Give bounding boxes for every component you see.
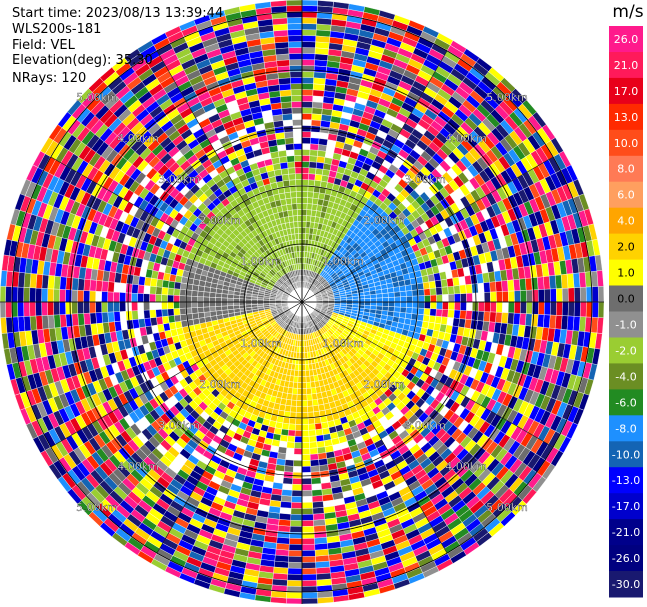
colorbar-swatch	[609, 337, 643, 364]
colorbar-swatch	[609, 207, 643, 235]
colorbar-tick-label: -1.0	[615, 319, 636, 332]
range-ring-label: 1.00km	[240, 255, 282, 268]
colorbar-tick-label: 17.0	[614, 85, 639, 98]
colorbar-swatch	[609, 52, 643, 79]
colorbar-swatch	[609, 519, 643, 546]
colorbar-tick-label: -13.0	[612, 474, 640, 487]
colorbar-tick-label: 2.0	[617, 241, 635, 254]
colorbar-swatch	[609, 77, 643, 105]
range-ring-label: 4.00km	[117, 132, 159, 145]
azimuth-spoke	[50, 156, 303, 303]
colorbar-tick-label: 26.0	[614, 33, 639, 46]
colorbar-swatch	[609, 181, 643, 209]
colorbar-swatch	[609, 285, 643, 312]
range-ring-label: 1.00km	[240, 337, 282, 350]
range-ring-labels: 1.00km 1.00km 1.00km 1.00km 2.00km 2.00km 2.00…	[76, 91, 528, 514]
range-ring-label: 5.00km	[486, 91, 528, 104]
colorbar-tick-label: 21.0	[614, 59, 639, 72]
colorbar-tick-label: -2.0	[615, 344, 636, 357]
azimuth-spoke	[301, 301, 554, 448]
azimuth-spoke	[301, 301, 448, 554]
colorbar-swatch	[609, 545, 643, 572]
field-text: Field: VEL	[12, 38, 75, 53]
range-ring-label: 3.00km	[404, 419, 446, 432]
azimuth-spoke	[301, 156, 554, 303]
range-ring-label: 4.00km	[445, 132, 487, 145]
colorbar-swatch	[609, 129, 643, 157]
range-ring-label: 1.00km	[322, 337, 364, 350]
colorbar-swatch	[609, 467, 643, 494]
instrument-text: WLS200s-181	[12, 22, 102, 37]
elevation-text: Elevation(deg): 35.30	[12, 53, 153, 68]
colorbar-tick-label: 8.0	[617, 163, 635, 176]
colorbar-tick-label: -26.0	[612, 552, 640, 565]
colorbar-swatch	[609, 571, 643, 598]
colorbar-tick-label: 1.0	[617, 267, 635, 280]
colorbar-swatch	[609, 26, 643, 53]
colorbar-unit-label: m/s	[612, 2, 643, 22]
colorbar-swatch	[609, 155, 643, 183]
azimuth-spoke	[301, 50, 448, 303]
range-ring-label: 2.00km	[363, 378, 405, 391]
start-time-text: Start time: 2023/08/13 13:39:44	[12, 6, 224, 21]
range-ring-label: 2.00km	[199, 378, 241, 391]
colorbar-swatch	[609, 233, 643, 261]
range-ring-label: 2.00km	[199, 214, 241, 227]
range-ring-label: 5.00km	[486, 501, 528, 514]
colorbar-tick-label: 6.0	[617, 189, 635, 202]
range-rings	[0, 0, 604, 604]
azimuth-spoke	[156, 301, 303, 554]
colorbar-swatch	[609, 415, 643, 442]
range-ring-label: 4.00km	[117, 460, 159, 473]
colorbar-tick-label: 4.0	[617, 215, 635, 228]
colorbar-tick-label: 10.0	[614, 137, 639, 150]
colorbar-tick-label: -6.0	[615, 396, 636, 409]
colorbar-tick-label: -8.0	[615, 422, 636, 435]
colorbar-swatch	[609, 259, 643, 287]
colorbar-tick-label: -17.0	[612, 500, 640, 513]
colorbar-tick-label: -30.0	[612, 578, 640, 591]
range-ring-label: 2.00km	[363, 214, 405, 227]
colorbar-tick-label: -21.0	[612, 526, 640, 539]
range-ring-label: 4.00km	[445, 460, 487, 473]
azimuth-spoke	[50, 301, 303, 448]
nrays-text: NRays: 120	[12, 71, 87, 86]
range-ring-label: 3.00km	[404, 173, 446, 186]
colorbar-tick-label: 13.0	[614, 111, 639, 124]
range-ring-label: 3.00km	[158, 173, 200, 186]
colorbar-tick-label: -10.0	[612, 448, 640, 461]
range-ring-label: 3.00km	[158, 419, 200, 432]
colorbar-swatch	[609, 363, 643, 390]
colorbar-tick-label: -4.0	[615, 370, 636, 383]
range-ring-label: 5.00km	[76, 91, 118, 104]
colorbar-swatch	[609, 103, 643, 131]
range-ring-label: 5.00km	[76, 501, 118, 514]
colorbar-swatch	[609, 389, 643, 416]
colorbar-swatch	[609, 441, 643, 468]
colorbar-swatch	[609, 311, 643, 338]
range-ring-label: 1.00km	[322, 255, 364, 268]
colorbar-tick-label: 0.0	[617, 293, 635, 306]
azimuth-spoke	[156, 50, 303, 303]
colorbar-swatch	[609, 493, 643, 520]
